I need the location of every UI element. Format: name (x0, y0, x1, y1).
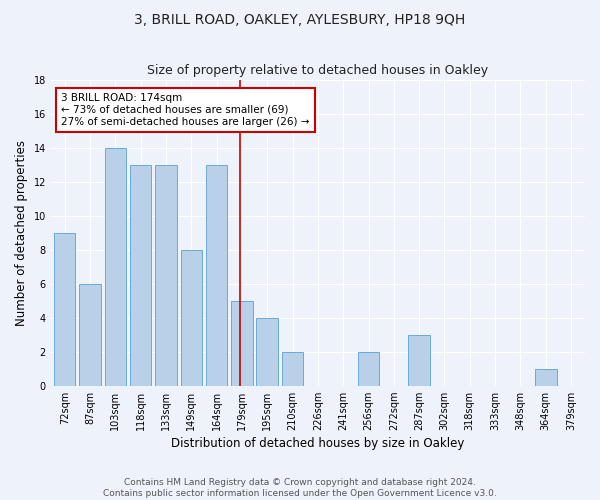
Bar (358, 352, 379, 386)
Bar (282, 352, 304, 386)
Bar (181, 250, 202, 386)
X-axis label: Distribution of detached houses by size in Oakley: Distribution of detached houses by size … (171, 437, 464, 450)
Title: Size of property relative to detached houses in Oakley: Size of property relative to detached ho… (148, 64, 488, 77)
Bar (155, 164, 177, 386)
Text: Contains HM Land Registry data © Crown copyright and database right 2024.
Contai: Contains HM Land Registry data © Crown c… (103, 478, 497, 498)
Bar (409, 334, 430, 386)
Text: 3, BRILL ROAD, OAKLEY, AYLESBURY, HP18 9QH: 3, BRILL ROAD, OAKLEY, AYLESBURY, HP18 9… (134, 12, 466, 26)
Bar (79, 284, 101, 386)
Bar (256, 318, 278, 386)
Bar (54, 232, 76, 386)
Bar (104, 148, 126, 386)
Bar (130, 164, 151, 386)
Bar (231, 300, 253, 386)
Bar (206, 164, 227, 386)
Y-axis label: Number of detached properties: Number of detached properties (15, 140, 28, 326)
Bar (535, 368, 557, 386)
Text: 3 BRILL ROAD: 174sqm
← 73% of detached houses are smaller (69)
27% of semi-detac: 3 BRILL ROAD: 174sqm ← 73% of detached h… (61, 94, 310, 126)
